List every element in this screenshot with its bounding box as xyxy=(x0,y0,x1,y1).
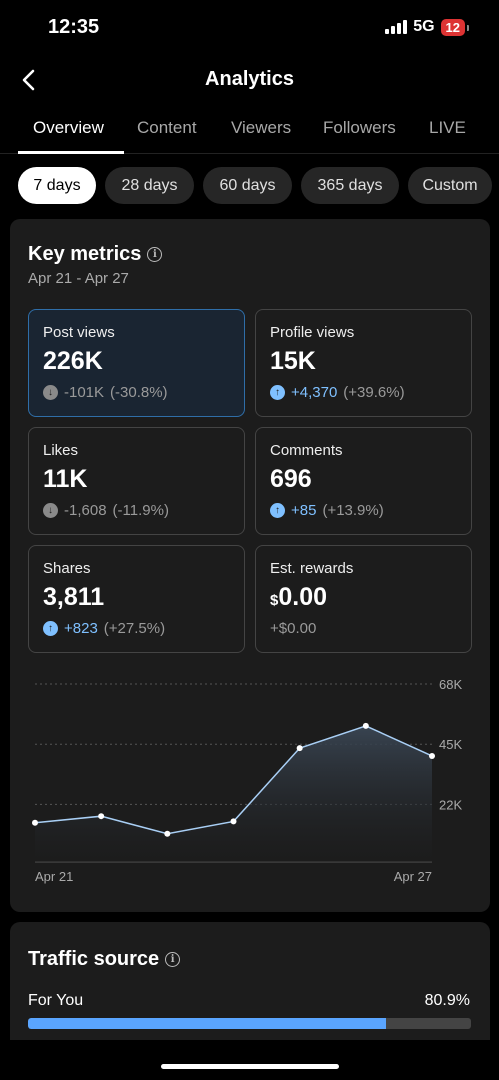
metric-change: +$0.00 xyxy=(270,620,317,637)
cellular-signal-icon xyxy=(385,20,408,34)
arrow-down-icon: ↓ xyxy=(43,503,58,518)
page-title: Analytics xyxy=(205,68,294,90)
metric-value: 226K xyxy=(43,347,103,375)
traffic-source-title-text: Traffic source xyxy=(28,948,160,970)
metric-profile-views[interactable]: Profile views 15K ↑ +4,370 (+39.6%) xyxy=(255,309,472,417)
active-tab-indicator xyxy=(18,151,124,154)
network-type: 5G xyxy=(413,18,435,35)
x-tick-label: Apr 21 xyxy=(35,869,73,884)
date-range-label: Apr 21 - Apr 27 xyxy=(28,270,129,287)
metric-label: Comments xyxy=(270,442,343,459)
back-button[interactable] xyxy=(14,66,42,94)
metric-change: +85 xyxy=(291,502,317,519)
x-tick-label: Apr 27 xyxy=(394,869,432,884)
metric-value: 15K xyxy=(270,347,316,375)
bottom-area xyxy=(0,1040,499,1080)
tab-viewers[interactable]: Viewers xyxy=(231,118,292,137)
metric-label: Profile views xyxy=(270,324,355,341)
data-point-2 xyxy=(164,830,171,837)
home-indicator[interactable] xyxy=(161,1064,339,1069)
data-point-1 xyxy=(98,813,105,820)
arrow-up-icon: ↑ xyxy=(43,621,58,636)
traffic-source-row: For You 80.9% xyxy=(28,992,470,1010)
traffic-source-bar-fill xyxy=(28,1018,387,1029)
data-point-3 xyxy=(230,818,237,825)
metric-change: -1,608 xyxy=(64,502,107,519)
metric-value: 696 xyxy=(270,465,312,493)
metric-value: 3,811 xyxy=(43,583,105,611)
info-icon[interactable]: i xyxy=(147,247,163,262)
info-icon[interactable]: i xyxy=(165,952,181,967)
traffic-source-label: For You xyxy=(28,992,84,1009)
data-point-4 xyxy=(296,745,303,752)
metric-value: 0.00 xyxy=(278,583,328,611)
metric-change-pct: (+39.6%) xyxy=(343,384,405,401)
range-28-days[interactable]: 28 days xyxy=(105,167,194,204)
status-time: 12:35 xyxy=(48,16,100,38)
metric-est-rewards[interactable]: Est. rewards $0.00 +$0.00 xyxy=(255,545,472,653)
arrow-down-icon: ↓ xyxy=(43,385,58,400)
currency-symbol: $ xyxy=(270,592,279,609)
key-metrics-title: Key metrics i xyxy=(28,243,163,266)
metric-likes[interactable]: Likes 11K ↓ -1,608 (-11.9%) xyxy=(28,427,245,535)
metric-change: -101K xyxy=(64,384,105,401)
metric-comments[interactable]: Comments 696 ↑ +85 (+13.9%) xyxy=(255,427,472,535)
tab-overview[interactable]: Overview xyxy=(33,118,104,137)
post-views-chart[interactable]: 22K 45K 68K Apr 21 Apr 27 xyxy=(28,671,478,891)
header: Analytics xyxy=(0,60,499,104)
metric-label: Shares xyxy=(43,560,91,577)
traffic-source-value: 80.9% xyxy=(424,992,470,1009)
y-tick-label: 45K xyxy=(439,737,462,752)
y-tick-label: 22K xyxy=(439,797,462,812)
metric-label: Likes xyxy=(43,442,79,459)
arrow-up-icon: ↑ xyxy=(270,503,285,518)
metrics-grid: Post views 226K ↓ -101K (-30.8%) Profile v… xyxy=(28,309,472,653)
battery-level: 12 xyxy=(445,19,460,35)
tab-content[interactable]: Content xyxy=(137,118,197,137)
metric-value: 11K xyxy=(43,465,88,493)
series-area xyxy=(35,725,432,862)
range-7-days[interactable]: 7 days xyxy=(18,167,96,204)
metric-change-pct: (+27.5%) xyxy=(103,620,166,637)
metric-change: +823 xyxy=(64,620,98,637)
y-tick-label: 68K xyxy=(439,677,462,692)
metric-shares[interactable]: Shares 3,811 ↑ +823 (+27.5%) xyxy=(28,545,245,653)
metric-label: Est. rewards xyxy=(270,560,354,577)
data-point-6 xyxy=(429,752,435,759)
traffic-source-title: Traffic source i xyxy=(28,948,181,971)
tab-live[interactable]: LIVE xyxy=(429,118,466,137)
key-metrics-card: Key metrics i Apr 21 - Apr 27 Post views… xyxy=(10,219,490,912)
range-365-days[interactable]: 365 days xyxy=(301,167,399,204)
date-range-selector: 7 days 28 days 60 days 365 days Custom xyxy=(18,167,492,205)
key-metrics-title-text: Key metrics xyxy=(28,243,142,265)
chevron-left-icon xyxy=(22,69,35,91)
metric-change-pct: (+13.9%) xyxy=(322,502,384,519)
data-point-5 xyxy=(362,722,369,729)
status-bar: 12:35 5G 12 xyxy=(0,0,499,56)
range-custom[interactable]: Custom xyxy=(408,167,492,204)
tab-bar: Overview Content Viewers Followers LIVE xyxy=(0,108,499,154)
battery-icon: 12 xyxy=(440,18,470,36)
arrow-up-icon: ↑ xyxy=(270,385,285,400)
metric-change: +4,370 xyxy=(291,384,338,401)
metric-post-views[interactable]: Post views 226K ↓ -101K (-30.8%) xyxy=(28,309,245,417)
data-point-0 xyxy=(32,819,38,826)
metric-change-pct: (-11.9%) xyxy=(112,502,169,519)
metric-change-pct: (-30.8%) xyxy=(110,384,168,401)
traffic-source-bar xyxy=(28,1018,471,1029)
tab-followers[interactable]: Followers xyxy=(323,118,396,137)
range-60-days[interactable]: 60 days xyxy=(203,167,292,204)
traffic-source-card: Traffic source i For You 80.9% xyxy=(10,922,490,1042)
metric-label: Post views xyxy=(43,324,115,341)
